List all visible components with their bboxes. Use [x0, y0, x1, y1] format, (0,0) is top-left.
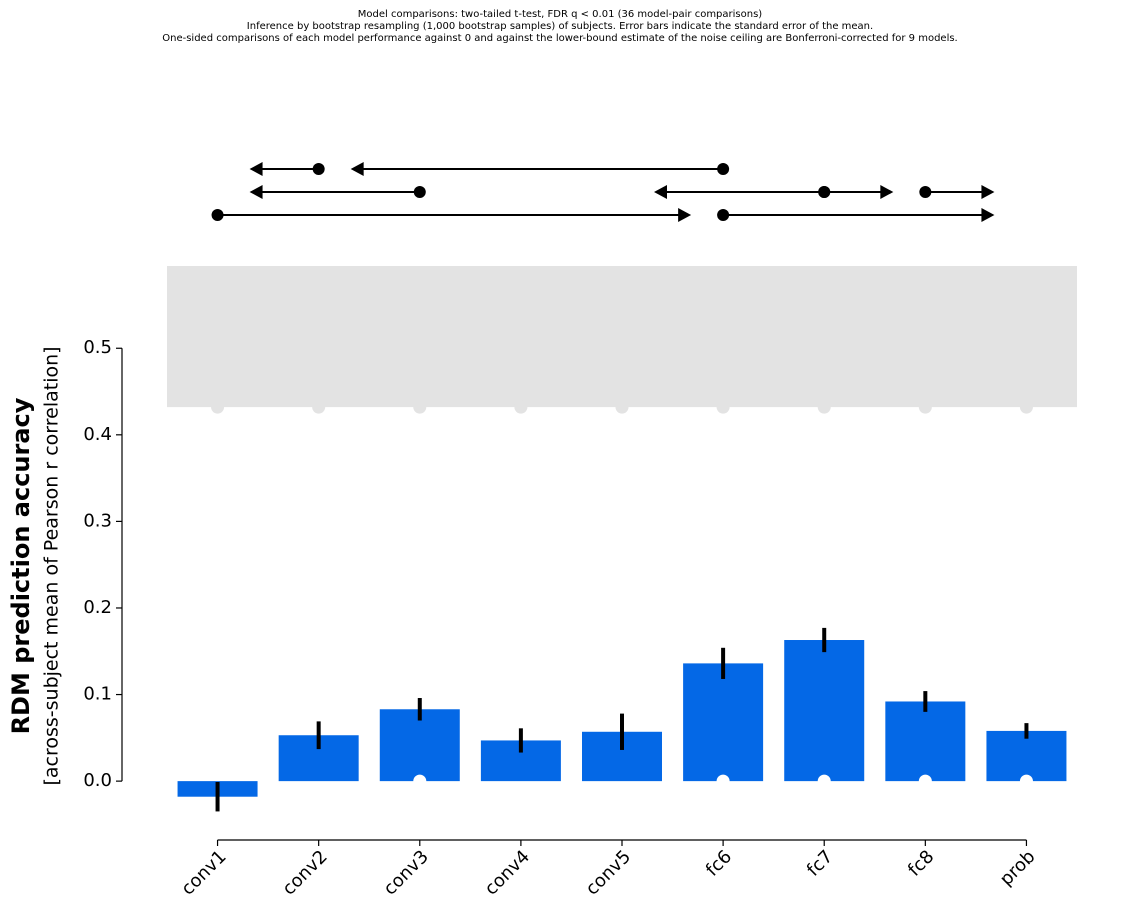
ceiling-significance-dot	[817, 400, 831, 414]
arrow-head	[981, 185, 995, 199]
x-tick-label: conv2	[278, 846, 331, 899]
y-tick-label: 0.5	[83, 337, 112, 358]
comparison-dot	[413, 186, 426, 198]
arrow-head	[678, 208, 692, 222]
x-tick-label: fc8	[904, 846, 938, 880]
bar	[986, 730, 1067, 782]
arrow-head	[981, 208, 995, 222]
comparison-dot	[717, 163, 730, 175]
bar	[885, 701, 966, 782]
x-tick-label: fc6	[702, 846, 736, 880]
x-tick-label: prob	[996, 846, 1040, 890]
x-tick-label: conv1	[177, 846, 230, 899]
significance-dot	[918, 774, 932, 788]
ceiling-significance-dot	[312, 400, 326, 414]
y-tick-label: 0.2	[83, 597, 112, 618]
bar	[683, 663, 764, 782]
title-line: Inference by bootstrap resampling (1,000…	[247, 21, 873, 32]
y-axis-sublabel: [across-subject mean of Pearson r correl…	[41, 346, 63, 785]
significance-dot	[817, 774, 831, 788]
comparison-dot	[312, 163, 325, 175]
x-tick-label: conv5	[582, 846, 635, 899]
arrow-head	[350, 162, 364, 176]
bar	[379, 709, 460, 782]
x-tick-label: conv3	[380, 846, 433, 899]
significance-dot	[1019, 774, 1033, 788]
y-tick-label: 0.1	[83, 684, 112, 705]
ceiling-significance-dot	[716, 400, 730, 414]
arrow-head	[880, 185, 894, 199]
y-tick-label: 0.0	[83, 770, 112, 791]
arrow-head	[249, 185, 263, 199]
y-tick-label: 0.3	[83, 510, 112, 531]
ceiling-significance-dot	[413, 400, 427, 414]
x-tick-label: fc7	[803, 846, 837, 880]
arrow-head	[654, 185, 667, 199]
noise-ceiling	[167, 266, 1077, 408]
comparison-dot	[211, 209, 224, 221]
bar	[784, 640, 865, 782]
ceiling-significance-dot	[514, 400, 528, 414]
y-tick-label: 0.4	[83, 424, 112, 445]
ceiling-significance-dot	[918, 400, 932, 414]
title-line: Model comparisons: two-tailed t-test, FD…	[358, 9, 763, 20]
comparison-dot	[919, 186, 932, 198]
comparison-dot	[717, 209, 730, 221]
x-tick-label: conv4	[481, 846, 534, 899]
y-axis-label: RDM prediction accuracy	[7, 397, 35, 734]
title-line: One-sided comparisons of each model perf…	[162, 33, 957, 44]
significance-dot	[716, 774, 730, 788]
ceiling-significance-dot	[1019, 400, 1033, 414]
arrow-head	[249, 162, 263, 176]
comparison-dot	[818, 186, 831, 198]
ceiling-significance-dot	[615, 400, 629, 414]
ceiling-significance-dot	[211, 400, 225, 414]
significance-dot	[413, 774, 427, 788]
